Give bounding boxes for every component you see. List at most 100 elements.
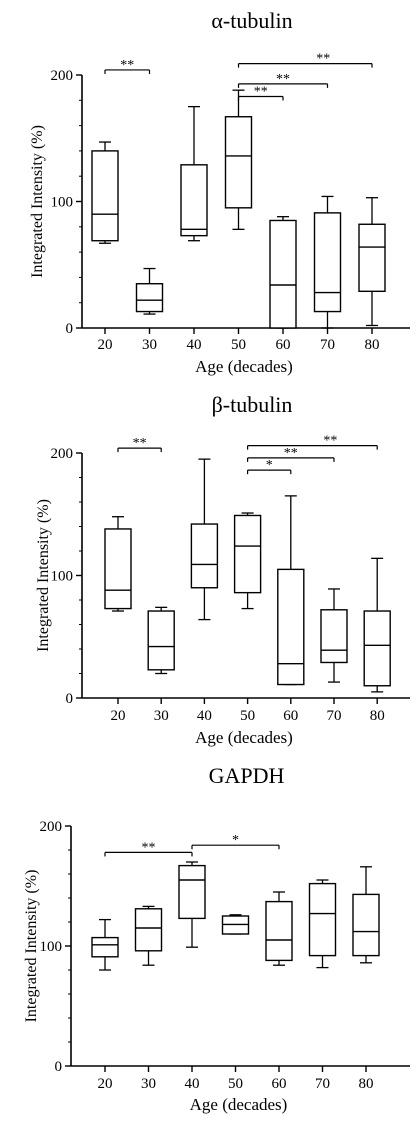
significance-label: ** [316, 52, 330, 67]
x-axis-label: Age (decades) [195, 357, 293, 376]
y-tick-label: 200 [51, 446, 74, 462]
box-iqr [178, 864, 206, 920]
box-80 [352, 866, 380, 964]
box-50 [224, 89, 253, 230]
significance-label: * [266, 458, 273, 473]
significance-bracket: ** [237, 52, 373, 68]
significance-label: ** [276, 72, 290, 87]
box-iqr [104, 528, 132, 610]
box-iqr [190, 523, 219, 589]
box-iqr [363, 610, 391, 687]
significance-bracket: ** [237, 72, 329, 88]
x-tick-label: 50 [240, 708, 255, 724]
box-20 [91, 918, 119, 971]
x-tick-label: 40 [197, 708, 212, 724]
box-70 [313, 195, 342, 329]
box-iqr [313, 212, 342, 313]
box-iqr [269, 219, 297, 329]
box-40 [190, 458, 219, 621]
box-iqr [233, 514, 262, 594]
x-tick-label: 30 [142, 337, 157, 353]
chart-title: α-tubulin [211, 8, 292, 33]
significance-bracket: * [191, 833, 280, 850]
y-tick-label: 100 [51, 195, 74, 211]
x-axis-label: Age (decades) [195, 728, 293, 747]
y-tick-label: 0 [66, 321, 74, 337]
box-40 [178, 861, 206, 948]
box-80 [363, 557, 391, 693]
significance-label: * [232, 833, 239, 848]
chart-panel-1: α-tubulin 0 100 200 20 30 40 50 60 70 80 Age (decad… [29, 8, 410, 376]
x-tick-label: 60 [283, 708, 298, 724]
box-iqr [277, 568, 305, 686]
x-tick-label: 80 [359, 1076, 374, 1092]
box-20 [91, 141, 119, 244]
x-tick-label: 70 [327, 708, 342, 724]
box-80 [358, 197, 386, 327]
y-tick-label: 200 [51, 68, 74, 84]
chart-panel-2: β-tubulin 0 100 200 20 30 40 50 60 70 80 Age (decad… [35, 392, 410, 747]
box-iqr [91, 150, 119, 242]
chart-title: β-tubulin [212, 392, 293, 417]
x-tick-label: 20 [111, 708, 126, 724]
box-iqr [91, 936, 119, 958]
significance-bracket: ** [237, 85, 284, 101]
significance-bracket: * [247, 458, 292, 475]
significance-label: ** [323, 434, 337, 449]
significance-label: ** [133, 436, 147, 451]
box-60 [269, 216, 297, 329]
significance-label: ** [142, 840, 156, 855]
box-60 [277, 495, 305, 686]
box-30 [135, 267, 164, 315]
x-tick-label: 20 [98, 1076, 113, 1092]
x-tick-label: 80 [365, 337, 380, 353]
chart-panel-3: GAPDH 0 100 200 20 30 40 50 60 70 80 Age (decades) I… [23, 763, 410, 1114]
x-tick-label: 70 [320, 337, 335, 353]
y-tick-label: 100 [40, 939, 63, 955]
box-60 [265, 891, 293, 966]
x-axis-label: Age (decades) [190, 1095, 288, 1114]
x-tick-label: 40 [187, 337, 202, 353]
box-iqr [358, 223, 386, 293]
significance-bracket: ** [104, 58, 151, 74]
box-30 [147, 606, 175, 675]
y-tick-label: 100 [51, 569, 74, 585]
y-tick-label: 0 [55, 1059, 63, 1075]
significance-bracket: ** [247, 446, 335, 462]
x-tick-label: 30 [154, 708, 169, 724]
x-tick-label: 50 [228, 1076, 243, 1092]
box-iqr [135, 283, 164, 313]
box-iqr [352, 893, 380, 957]
significance-label: ** [254, 85, 268, 100]
x-tick-label: 80 [370, 708, 385, 724]
y-tick-label: 0 [66, 691, 74, 707]
significance-bracket: ** [104, 840, 193, 857]
box-iqr [265, 900, 293, 962]
box-40 [180, 105, 208, 242]
x-tick-label: 40 [185, 1076, 200, 1092]
box-70 [320, 588, 348, 683]
box-70 [308, 879, 337, 969]
x-tick-label: 60 [276, 337, 291, 353]
y-axis-label: Integrated Intensity (%) [23, 870, 40, 1023]
significance-label: ** [284, 446, 298, 461]
y-axis-label: Integrated Intensity (%) [29, 125, 46, 278]
significance-bracket: ** [117, 436, 162, 453]
y-axis-label: Integrated Intensity (%) [35, 499, 52, 652]
box-iqr [320, 609, 348, 664]
box-iqr [134, 908, 163, 952]
significance-bracket: ** [247, 434, 378, 450]
y-tick-label: 200 [40, 819, 63, 835]
x-tick-label: 70 [315, 1076, 330, 1092]
box-iqr [224, 116, 253, 209]
box-50 [221, 914, 250, 935]
significance-label: ** [120, 58, 134, 73]
x-tick-label: 20 [98, 337, 113, 353]
box-20 [104, 516, 132, 612]
box-iqr [147, 610, 175, 671]
box-iqr [308, 882, 337, 957]
box-30 [134, 905, 163, 966]
x-tick-label: 30 [141, 1076, 156, 1092]
x-tick-label: 50 [231, 337, 246, 353]
